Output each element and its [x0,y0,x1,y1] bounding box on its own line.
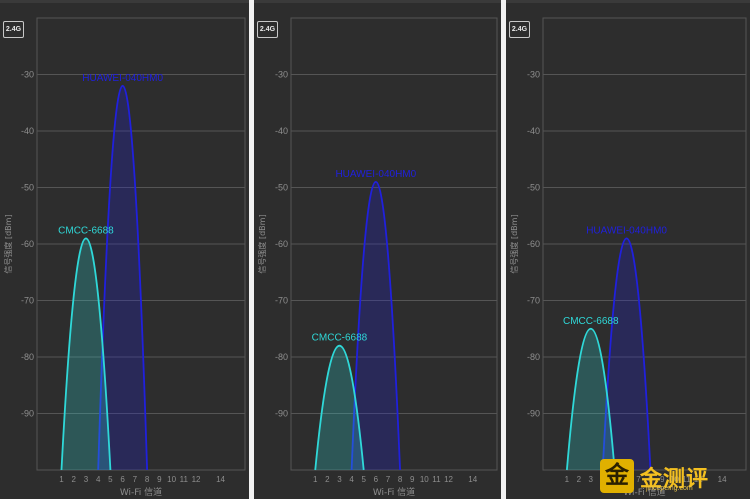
x-tick-label: 4 [96,475,101,484]
x-tick-label: 11 [180,475,189,484]
network-label: HUAWEI-040HM0 [82,73,163,84]
x-tick-label: 7 [386,475,391,484]
wifi-chart-panel-2: -30 -40 -50 -60 -70 -80 -90 信号强度 [dBm] 1 2 3 4 5 6 7 8 9… [254,0,501,499]
x-tick-label: 8 [398,475,403,484]
x-tick-label: 10 [420,475,429,484]
x-tick-label: 9 [660,475,665,484]
y-axis-label: 信号强度 [dBm] [509,214,519,273]
y-tick-label: -80 [275,352,288,362]
x-tick-label: 12 [192,475,201,484]
y-tick-label: -70 [21,296,34,306]
x-tick-label: 7 [133,475,138,484]
signal-curve [60,237,112,471]
y-tick-label: -90 [275,409,288,419]
x-tick-label: 1 [313,475,318,484]
band-toggle-button[interactable]: 2.4G [3,21,24,38]
x-tick-label: 14 [468,475,477,484]
watermark-url: jincepeing.com [646,485,693,492]
x-tick-label: 3 [589,475,594,484]
y-tick-label: -60 [21,239,34,249]
signal-curve [97,85,149,471]
x-tick-label: 5 [361,475,366,484]
x-tick-label: 12 [444,475,453,484]
x-tick-label: 9 [157,475,162,484]
x-tick-label: 7 [636,475,641,484]
y-tick-label: -90 [21,409,34,419]
band-toggle-button[interactable]: 2.4G [257,21,278,38]
x-tick-label: 3 [337,475,342,484]
x-axis-label: Wi-Fi 信道 [373,486,415,498]
x-tick-label: 2 [325,475,330,484]
y-tick-label: -40 [21,126,34,136]
x-tick-label: 3 [84,475,89,484]
wifi-chart-panel-1: -30 -40 -50 -60 -70 -80 -90 信号强度 [dBm] 1 2 3 4 5 6 7 8 9… [0,0,249,499]
y-axis-label: 信号强度 [dBm] [3,214,13,273]
watermark: 金 金测评 jincepeing.com [600,455,750,499]
y-tick-label: -60 [527,239,540,249]
x-tick-label: 10 [167,475,176,484]
network-label: CMCC-6688 [312,333,368,344]
panel-divider [501,0,506,499]
panel-top-bar [0,0,249,3]
x-tick-label: 6 [374,475,379,484]
x-tick-label: 11 [682,475,691,484]
y-tick-label: -30 [21,70,34,80]
panel-top-bar [506,0,750,3]
x-tick-label: 6 [120,475,125,484]
x-tick-label: 5 [108,475,113,484]
y-tick-label: -70 [275,296,288,306]
y-tick-label: -90 [527,409,540,419]
x-tick-label: 4 [349,475,354,484]
signal-curve [350,181,401,471]
x-tick-label: 14 [216,475,225,484]
y-tick-label: -50 [527,183,540,193]
x-axis-label: Wi-Fi 信道 [120,486,162,498]
y-tick-label: -80 [21,352,34,362]
x-tick-label: 2 [71,475,76,484]
x-tick-label: 9 [410,475,415,484]
y-tick-label: -70 [527,296,540,306]
y-tick-label: -50 [21,183,34,193]
watermark-brand-name: 金测评 [640,467,710,492]
panel-top-bar [254,0,501,3]
watermark-logo-icon: 金 [600,459,634,493]
band-toggle-button[interactable]: 2.4G [509,21,530,38]
y-tick-label: -80 [527,352,540,362]
y-tick-label: -30 [275,70,288,80]
network-label: CMCC-6688 [58,225,114,236]
network-label: HUAWEI-040HM0 [335,169,416,180]
signal-curve [314,345,365,471]
y-tick-label: -30 [527,70,540,80]
x-tick-label: 10 [670,475,679,484]
y-tick-label: -60 [275,239,288,249]
y-axis-label: 信号强度 [dBm] [257,214,267,273]
x-tick-label: 8 [145,475,150,484]
panel-divider [249,0,254,499]
x-tick-label: 2 [577,475,582,484]
network-label: CMCC-6688 [563,316,619,327]
x-tick-label: 1 [565,475,570,484]
x-tick-label: 11 [432,475,441,484]
signal-curve [601,237,652,471]
x-tick-label: 8 [648,475,653,484]
x-tick-label: 12 [694,475,703,484]
y-tick-label: -40 [275,126,288,136]
network-label: HUAWEI-040HM0 [586,225,667,236]
x-tick-label: 14 [718,475,727,484]
y-tick-label: -40 [527,126,540,136]
signal-curve [565,327,616,471]
x-tick-label: 1 [59,475,64,484]
y-tick-label: -50 [275,183,288,193]
